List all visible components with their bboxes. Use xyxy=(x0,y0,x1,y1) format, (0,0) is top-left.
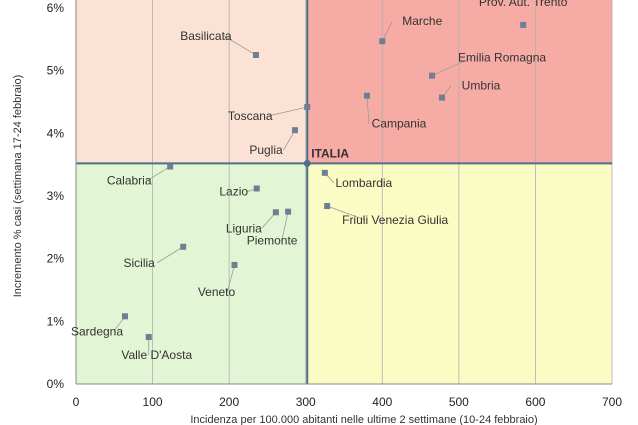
x-tick-label: 200 xyxy=(219,395,239,409)
quadrant-backgrounds xyxy=(76,0,612,384)
y-axis-title: Incremento % casi (settimana 17-24 febbr… xyxy=(12,75,24,298)
leader-emilia-romagna xyxy=(431,57,473,77)
leader-toscana xyxy=(268,106,308,117)
label-umbria: Umbria xyxy=(462,79,501,93)
leader-marche xyxy=(381,21,393,42)
point-basilicata xyxy=(252,52,259,58)
point-piemonte xyxy=(285,208,292,215)
reference-lines xyxy=(76,0,612,384)
point-sicilia xyxy=(180,243,187,250)
point-italia xyxy=(303,159,311,167)
vertical-gridlines xyxy=(152,0,613,384)
label-prov-aut-trento: Prov. Aut. Trento xyxy=(479,0,568,9)
y-tick-label: 0% xyxy=(47,377,65,391)
point-calabria xyxy=(167,163,174,170)
leader-piemonte xyxy=(281,211,289,241)
quadrant-bottom-left xyxy=(76,163,308,384)
x-tick-label: 700 xyxy=(602,395,622,409)
leader-puglia xyxy=(283,129,296,151)
label-calabria: Calabria xyxy=(107,174,152,188)
x-tick-label: 100 xyxy=(143,395,163,409)
label-campania: Campania xyxy=(372,117,427,131)
quadrant-top-left xyxy=(76,0,308,164)
label-lombardia: Lombardia xyxy=(336,176,393,190)
axes xyxy=(75,0,612,385)
label-valle-d-aosta: Valle D'Aosta xyxy=(121,348,192,362)
label-sicilia: Sicilia xyxy=(124,256,156,270)
point-emilia-romagna xyxy=(429,72,436,79)
x-tick-label: 600 xyxy=(525,395,545,409)
label-puglia: Puglia xyxy=(249,143,283,157)
point-toscana xyxy=(304,104,311,111)
y-tick-label: 2% xyxy=(47,252,65,266)
leader-basilicata xyxy=(223,35,257,56)
label-toscana: Toscana xyxy=(228,109,273,123)
y-tick-label: 1% xyxy=(47,314,65,328)
label-lazio: Lazio xyxy=(219,184,248,198)
label-italia: ITALIA xyxy=(311,146,349,160)
leader-friuli-venezia-giulia xyxy=(327,205,366,221)
x-tick-label: 0 xyxy=(73,395,80,409)
point-liguria xyxy=(272,209,279,216)
leader-campania xyxy=(366,95,370,124)
x-axis-title: Incidenza per 100.000 abitanti nelle ult… xyxy=(190,414,537,425)
y-tick-label: 3% xyxy=(47,189,65,203)
point-campania xyxy=(363,92,370,99)
label-basilicata: Basilicata xyxy=(180,29,232,43)
x-tick-label: 400 xyxy=(372,395,392,409)
point-friuli-venezia-giulia xyxy=(324,203,331,210)
quadrant-bottom-right xyxy=(307,163,612,384)
leader-sicilia xyxy=(156,246,184,264)
label-sardegna: Sardegna xyxy=(71,324,123,338)
point-sardegna xyxy=(122,313,129,320)
label-veneto: Veneto xyxy=(198,285,236,299)
label-liguria: Liguria xyxy=(226,221,262,235)
y-tick-label: 4% xyxy=(47,126,65,140)
point-umbria xyxy=(439,94,446,101)
point-marche xyxy=(379,38,386,45)
label-leader-lines xyxy=(113,21,473,355)
point-prov-aut-trento xyxy=(520,21,527,28)
label-marche: Marche xyxy=(402,14,442,28)
y-tick-label: 5% xyxy=(47,64,65,78)
x-tick-label: 300 xyxy=(296,395,316,409)
label-friuli-venezia-giulia: Friuli Venezia Giulia xyxy=(342,213,448,227)
y-tick-label: 6% xyxy=(47,1,65,15)
point-lazio xyxy=(253,185,260,192)
point-lombardia xyxy=(321,169,328,176)
quadrant-top-right xyxy=(307,0,612,164)
label-piemonte: Piemonte xyxy=(247,234,298,248)
x-tick-label: 500 xyxy=(449,395,469,409)
tick-labels: 0 100 200 300 400 500 600 700 0% 1% 2% 3% 4% 5% 6% xyxy=(47,1,623,409)
leader-calabria xyxy=(146,166,171,181)
data-labels: Prov. Aut. Trento Marche Basilicata Emilia … xyxy=(71,0,568,362)
point-valle-d-aosta xyxy=(145,334,152,340)
leader-veneto xyxy=(226,264,235,293)
data-points xyxy=(122,21,527,340)
label-emilia-romagna: Emilia Romagna xyxy=(458,51,546,65)
point-puglia xyxy=(291,127,298,134)
point-veneto xyxy=(231,261,238,268)
